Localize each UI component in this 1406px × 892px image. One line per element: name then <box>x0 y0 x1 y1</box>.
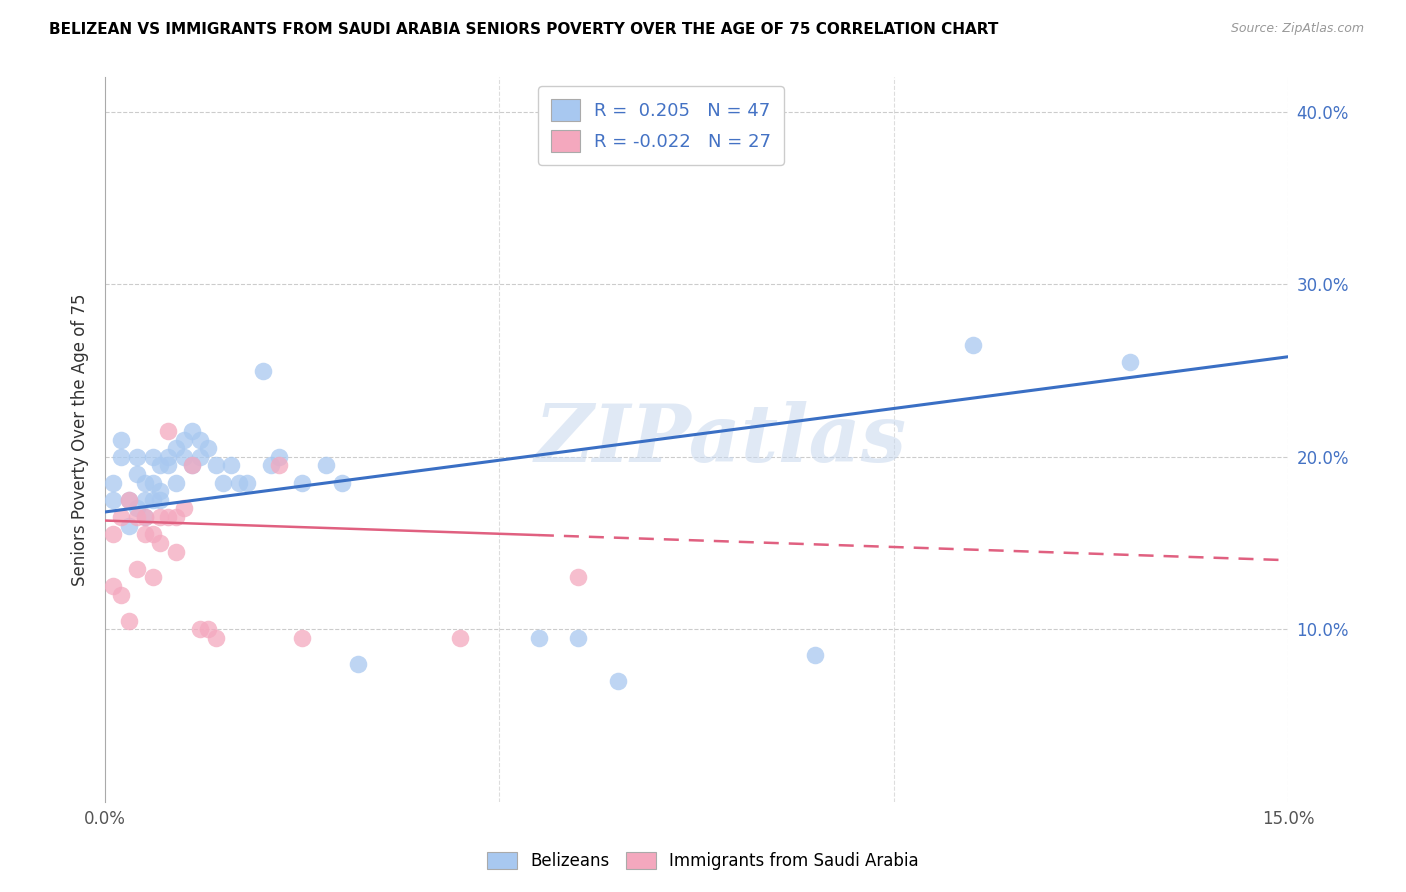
Point <box>110 433 132 447</box>
Point <box>567 570 589 584</box>
Point <box>527 631 550 645</box>
Point <box>181 424 204 438</box>
Point <box>157 458 180 473</box>
Point <box>165 544 187 558</box>
Point <box>181 458 204 473</box>
Legend: Belizeans, Immigrants from Saudi Arabia: Belizeans, Immigrants from Saudi Arabia <box>481 845 925 877</box>
Point <box>125 562 148 576</box>
Point <box>101 579 124 593</box>
Point <box>101 527 124 541</box>
Point <box>165 510 187 524</box>
Point <box>267 458 290 473</box>
Point <box>228 475 250 490</box>
Point <box>101 492 124 507</box>
Point <box>567 631 589 645</box>
Point <box>606 673 628 688</box>
Point <box>101 475 124 490</box>
Point <box>125 450 148 464</box>
Point <box>110 510 132 524</box>
Point <box>449 631 471 645</box>
Point <box>346 657 368 671</box>
Point <box>134 510 156 524</box>
Point <box>149 458 172 473</box>
Point <box>118 614 141 628</box>
Point <box>118 492 141 507</box>
Point <box>149 536 172 550</box>
Point <box>141 475 163 490</box>
Text: BELIZEAN VS IMMIGRANTS FROM SAUDI ARABIA SENIORS POVERTY OVER THE AGE OF 75 CORR: BELIZEAN VS IMMIGRANTS FROM SAUDI ARABIA… <box>49 22 998 37</box>
Point <box>134 475 156 490</box>
Point <box>197 622 219 636</box>
Point <box>110 450 132 464</box>
Point <box>173 450 195 464</box>
Point <box>330 475 353 490</box>
Point <box>157 450 180 464</box>
Point <box>110 588 132 602</box>
Point <box>188 433 211 447</box>
Point <box>125 501 148 516</box>
Point <box>197 441 219 455</box>
Point <box>181 458 204 473</box>
Point <box>157 510 180 524</box>
Point <box>236 475 259 490</box>
Point <box>204 458 226 473</box>
Point <box>118 492 141 507</box>
Point <box>221 458 243 473</box>
Point <box>165 441 187 455</box>
Point <box>125 467 148 481</box>
Point <box>125 510 148 524</box>
Point <box>134 527 156 541</box>
Point <box>1119 355 1142 369</box>
Point <box>141 570 163 584</box>
Text: ZIPatlas: ZIPatlas <box>534 401 907 478</box>
Point <box>804 648 827 662</box>
Text: Source: ZipAtlas.com: Source: ZipAtlas.com <box>1230 22 1364 36</box>
Point <box>134 510 156 524</box>
Point <box>173 501 195 516</box>
Point <box>204 631 226 645</box>
Legend: R =  0.205   N = 47, R = -0.022   N = 27: R = 0.205 N = 47, R = -0.022 N = 27 <box>538 87 785 165</box>
Point <box>212 475 235 490</box>
Point <box>149 492 172 507</box>
Point <box>188 622 211 636</box>
Point <box>141 527 163 541</box>
Point <box>260 458 283 473</box>
Point <box>118 518 141 533</box>
Point <box>173 433 195 447</box>
Point <box>141 492 163 507</box>
Point <box>267 450 290 464</box>
Point <box>165 475 187 490</box>
Point <box>157 424 180 438</box>
Point <box>141 450 163 464</box>
Point <box>149 484 172 499</box>
Point <box>252 363 274 377</box>
Y-axis label: Seniors Poverty Over the Age of 75: Seniors Poverty Over the Age of 75 <box>72 293 89 586</box>
Point <box>291 475 314 490</box>
Point <box>149 510 172 524</box>
Point <box>315 458 337 473</box>
Point <box>291 631 314 645</box>
Point <box>962 337 984 351</box>
Point <box>134 492 156 507</box>
Point <box>188 450 211 464</box>
